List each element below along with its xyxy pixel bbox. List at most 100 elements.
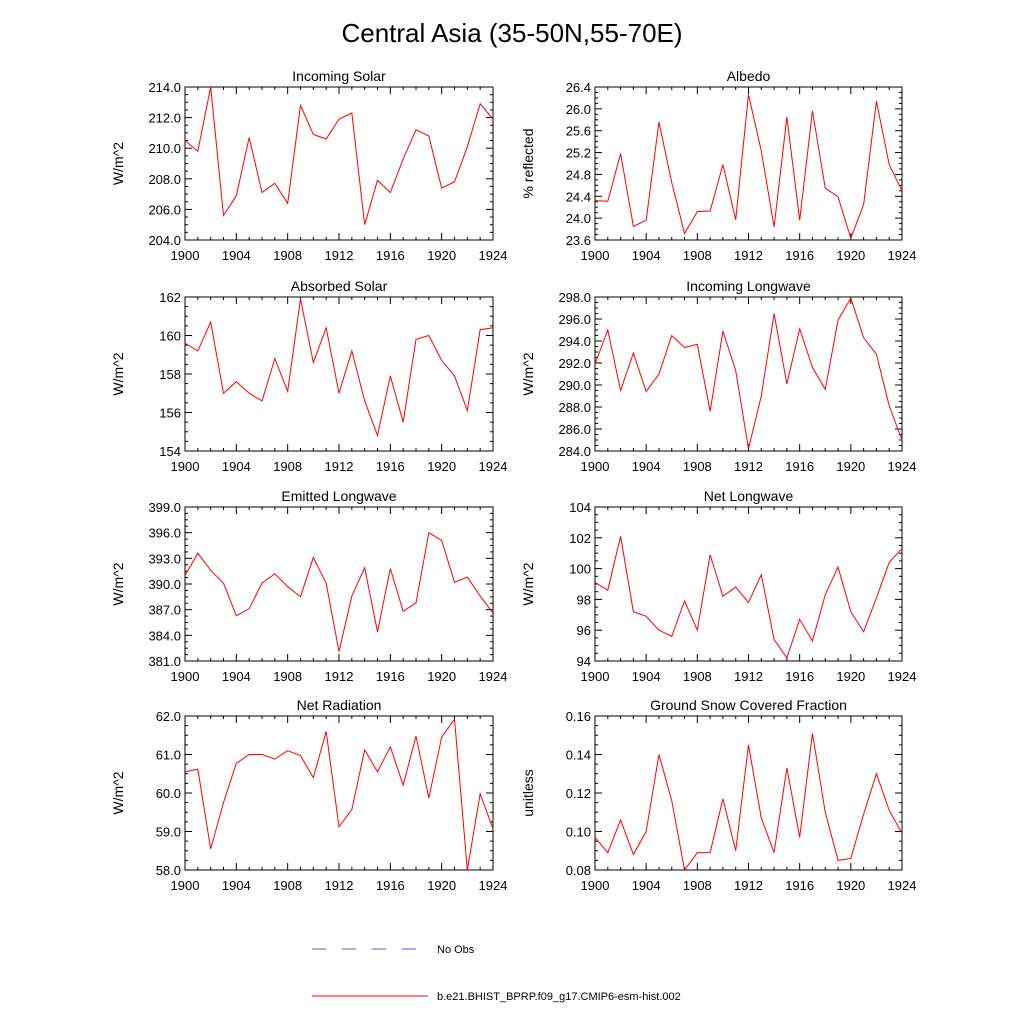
page-title: Central Asia (35-50N,55-70E) bbox=[341, 18, 682, 48]
panel-title: Absorbed Solar bbox=[291, 278, 388, 294]
y-axis-label: W/m^2 bbox=[110, 771, 126, 814]
x-tick-label: 1904 bbox=[632, 669, 661, 684]
y-tick-label: 60.0 bbox=[156, 786, 181, 801]
x-tick-label: 1912 bbox=[734, 459, 763, 474]
x-tick-label: 1920 bbox=[427, 669, 456, 684]
x-tick-label: 1904 bbox=[222, 878, 251, 893]
panel-incoming-solar: Incoming Solar W/m^2 1900 1904 1908 1912 1916 1… bbox=[110, 68, 507, 263]
y-tick-label: 156 bbox=[159, 406, 181, 421]
y-tick-label: 102 bbox=[569, 531, 591, 546]
x-tick-label: 1908 bbox=[683, 248, 712, 263]
y-axis-label: % reflected bbox=[520, 128, 536, 198]
x-tick-label: 1912 bbox=[325, 669, 354, 684]
x-tick-label: 1912 bbox=[734, 248, 763, 263]
y-tick-label: 288.0 bbox=[558, 400, 591, 415]
legend-model-label: b.e21.BHIST_BPRP.f09_g17.CMIP6-esm-hist.… bbox=[437, 991, 681, 1003]
x-tick-label: 1904 bbox=[632, 459, 661, 474]
series-line-albedo bbox=[594, 94, 903, 240]
panel-title: Ground Snow Covered Fraction bbox=[650, 697, 847, 713]
panel-ground-snow-covered-fraction: Ground Snow Covered Fraction unitless 1900… bbox=[520, 697, 916, 893]
x-tick-label: 1912 bbox=[325, 248, 354, 263]
x-tick-label: 1900 bbox=[581, 248, 610, 263]
plot-frame bbox=[184, 715, 494, 871]
x-tick-label: 1912 bbox=[325, 459, 354, 474]
y-tick-label: 0.12 bbox=[566, 786, 591, 801]
x-tick-label: 1900 bbox=[581, 669, 610, 684]
y-tick-label: 154 bbox=[159, 444, 181, 459]
y-tick-label: 0.16 bbox=[566, 709, 591, 724]
x-tick-label: 1908 bbox=[683, 878, 712, 893]
x-tick-label: 1900 bbox=[581, 878, 610, 893]
plot-frame bbox=[184, 86, 494, 241]
panel-title: Emitted Longwave bbox=[281, 488, 396, 504]
x-tick-label: 1924 bbox=[888, 248, 917, 263]
plot-frame bbox=[594, 506, 903, 662]
x-tick-label: 1920 bbox=[836, 248, 865, 263]
x-tick-label: 1924 bbox=[479, 459, 508, 474]
y-tick-label: 387.0 bbox=[148, 603, 181, 618]
x-tick-label: 1916 bbox=[376, 459, 405, 474]
plot-frame bbox=[184, 296, 494, 452]
x-tick-label: 1916 bbox=[785, 459, 814, 474]
x-tick-label: 1908 bbox=[273, 459, 302, 474]
y-tick-label: 24.4 bbox=[566, 189, 591, 204]
y-axis-label: W/m^2 bbox=[520, 562, 536, 605]
y-tick-label: 0.14 bbox=[566, 748, 591, 763]
panel-net-longwave: Net Longwave W/m^2 1900 1904 1908 1912 1916 192… bbox=[520, 488, 916, 684]
y-tick-label: 59.0 bbox=[156, 825, 181, 840]
x-tick-label: 1912 bbox=[734, 878, 763, 893]
series-line-incoming-solar bbox=[184, 86, 494, 225]
x-tick-label: 1916 bbox=[785, 878, 814, 893]
panel-title: Incoming Longwave bbox=[686, 278, 811, 294]
y-tick-label: 0.08 bbox=[566, 863, 591, 878]
y-tick-label: 206.0 bbox=[148, 202, 181, 217]
y-tick-label: 393.0 bbox=[148, 551, 181, 566]
panel-albedo: Albedo % reflected 1900 1904 1908 1912 1916 192… bbox=[520, 68, 916, 263]
x-tick-label: 1920 bbox=[836, 878, 865, 893]
x-tick-label: 1924 bbox=[888, 459, 917, 474]
y-tick-label: 58.0 bbox=[156, 863, 181, 878]
y-tick-label: 0.10 bbox=[566, 825, 591, 840]
x-tick-label: 1904 bbox=[222, 248, 251, 263]
x-tick-label: 1920 bbox=[427, 878, 456, 893]
panel-title: Net Longwave bbox=[704, 488, 794, 504]
panel-incoming-longwave: Incoming Longwave W/m^2 1900 1904 1908 1912 19… bbox=[520, 278, 916, 474]
y-tick-label: 381.0 bbox=[148, 654, 181, 669]
plot-frame bbox=[594, 86, 903, 241]
y-tick-label: 25.6 bbox=[566, 124, 591, 139]
y-tick-label: 296.0 bbox=[558, 312, 591, 327]
plot-frame bbox=[184, 506, 494, 662]
y-tick-label: 94 bbox=[577, 654, 591, 669]
x-tick-label: 1924 bbox=[888, 878, 917, 893]
panel-title: Albedo bbox=[727, 68, 771, 84]
series-line-incoming-longwave bbox=[594, 296, 903, 449]
y-axis-label: W/m^2 bbox=[110, 562, 126, 605]
y-tick-label: 204.0 bbox=[148, 233, 181, 248]
x-tick-label: 1916 bbox=[785, 669, 814, 684]
y-tick-label: 284.0 bbox=[558, 444, 591, 459]
x-tick-label: 1916 bbox=[785, 248, 814, 263]
panel-absorbed-solar: Absorbed Solar W/m^2 1900 1904 1908 1912 1916 1… bbox=[110, 278, 507, 474]
panel-emitted-longwave: Emitted Longwave W/m^2 1900 1904 1908 1912 191… bbox=[110, 488, 507, 684]
x-tick-label: 1916 bbox=[376, 669, 405, 684]
y-tick-label: 25.2 bbox=[566, 146, 591, 161]
y-axis-label: W/m^2 bbox=[110, 352, 126, 395]
y-axis-label: W/m^2 bbox=[520, 352, 536, 395]
x-tick-label: 1916 bbox=[376, 248, 405, 263]
x-tick-label: 1924 bbox=[479, 878, 508, 893]
x-tick-label: 1912 bbox=[734, 669, 763, 684]
y-tick-label: 26.0 bbox=[566, 102, 591, 117]
x-tick-label: 1912 bbox=[325, 878, 354, 893]
y-tick-label: 290.0 bbox=[558, 378, 591, 393]
y-tick-label: 23.6 bbox=[566, 233, 591, 248]
x-tick-label: 1904 bbox=[632, 248, 661, 263]
y-tick-label: 384.0 bbox=[148, 628, 181, 643]
series-line-absorbed-solar bbox=[184, 298, 494, 438]
x-tick-label: 1904 bbox=[222, 669, 251, 684]
x-tick-label: 1908 bbox=[683, 669, 712, 684]
y-tick-label: 212.0 bbox=[148, 111, 181, 126]
series-line-net-longwave bbox=[594, 536, 903, 660]
y-tick-label: 396.0 bbox=[148, 526, 181, 541]
x-tick-label: 1924 bbox=[479, 248, 508, 263]
